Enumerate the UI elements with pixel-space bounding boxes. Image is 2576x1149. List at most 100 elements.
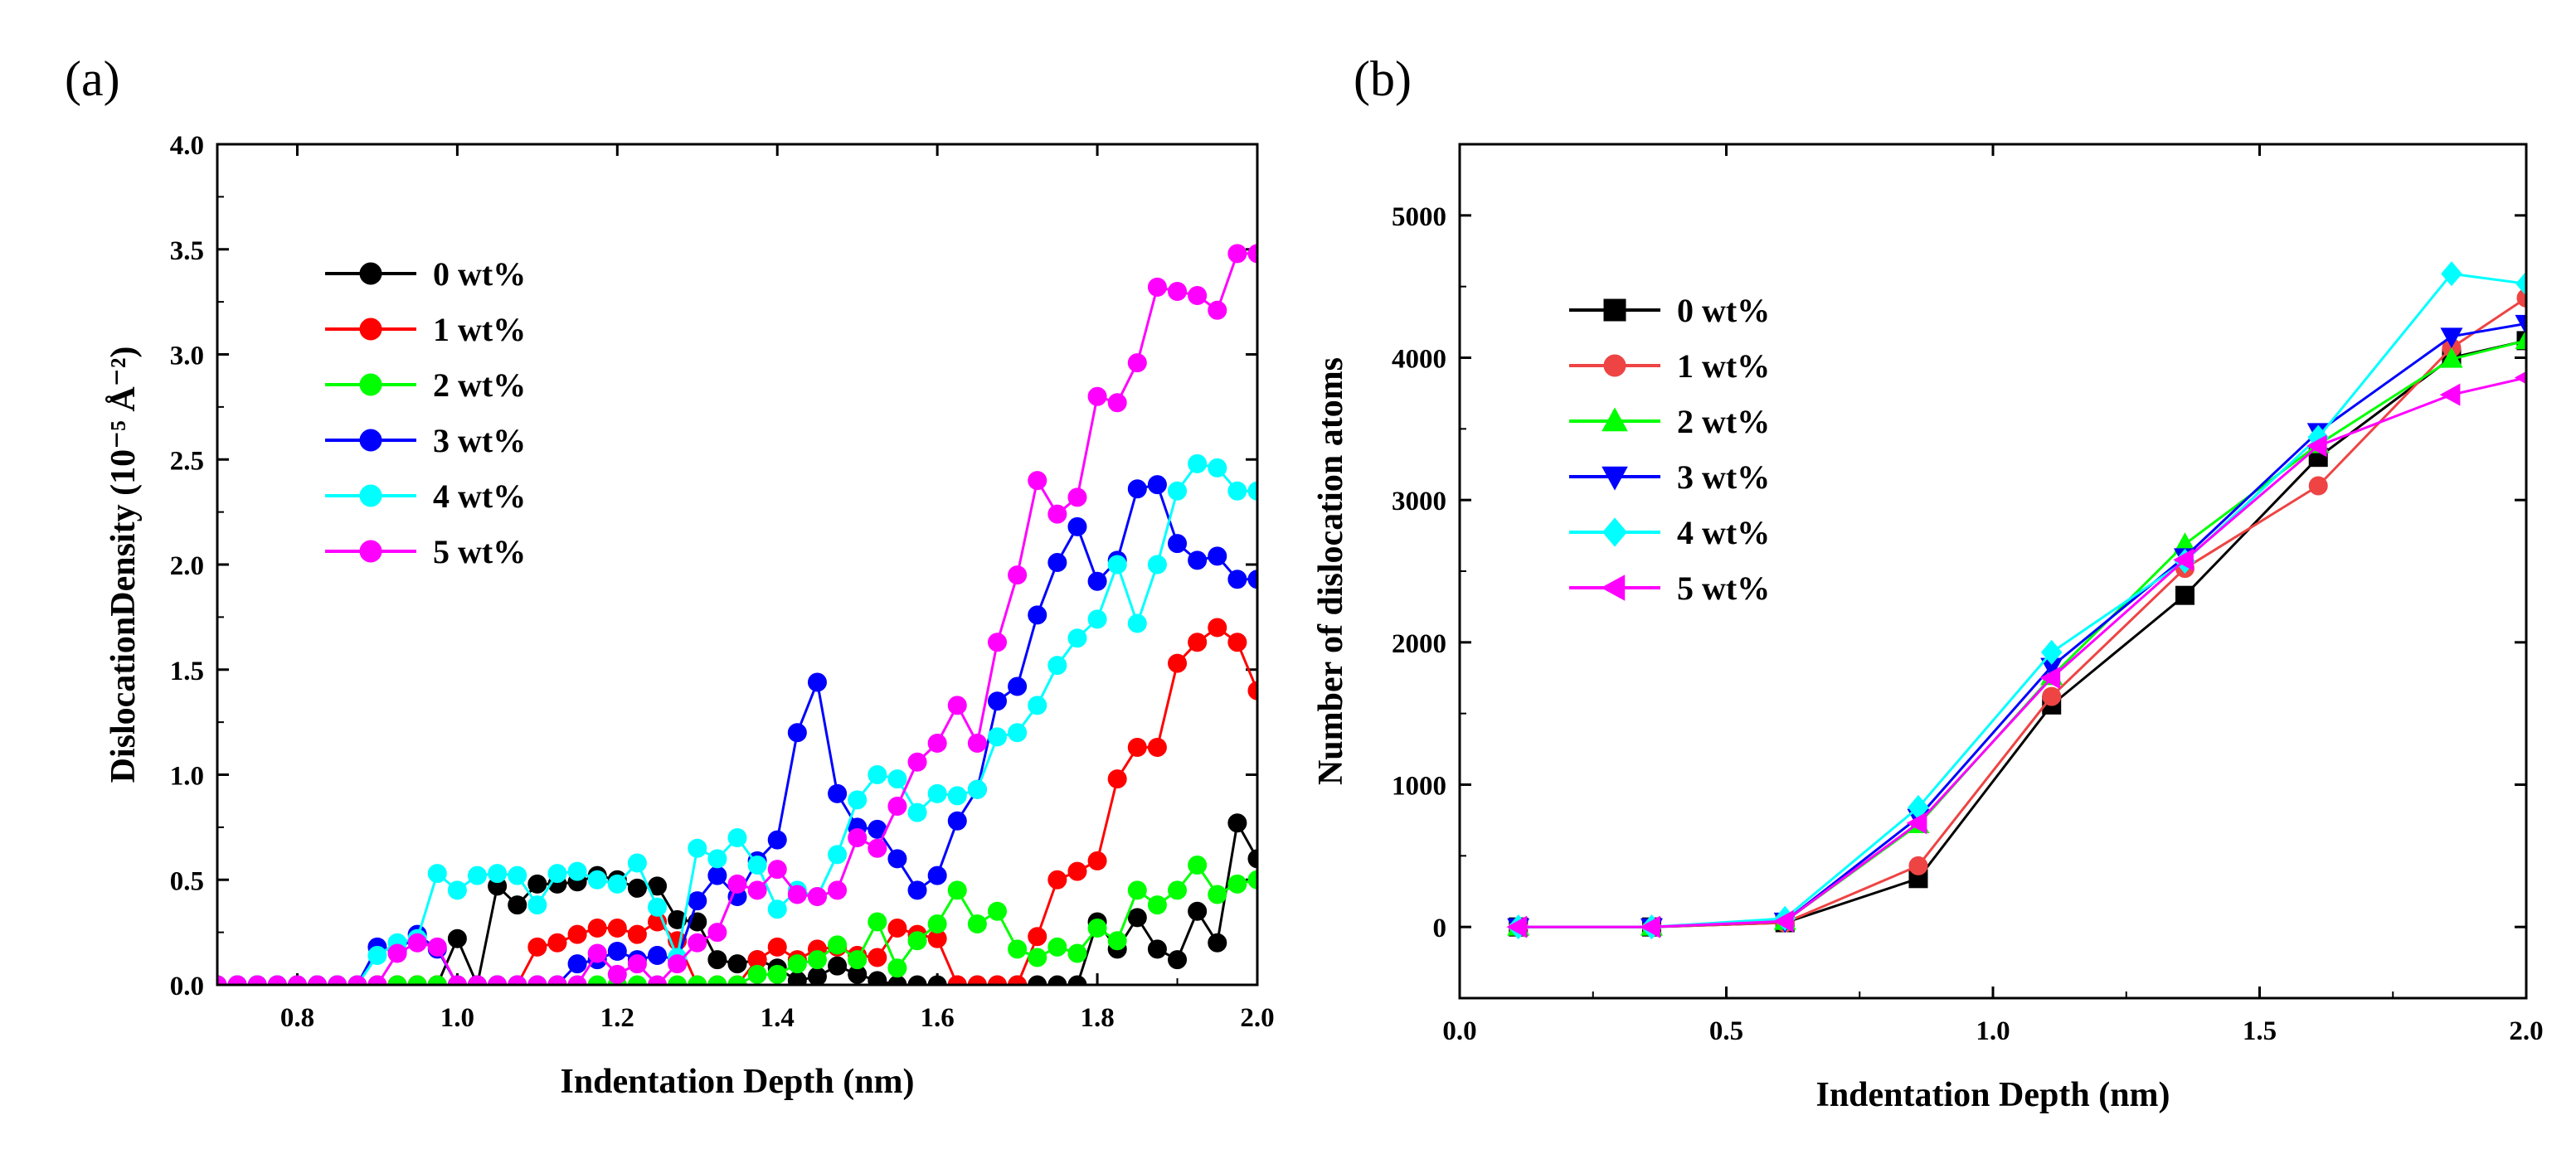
data-point [1127, 738, 1147, 758]
x-axis-title: Indentation Depth (nm) [1815, 1076, 2170, 1114]
data-point [1028, 948, 1047, 967]
data-point [1208, 885, 1227, 904]
data-point [887, 849, 907, 869]
y-tick-label: 2000 [1392, 629, 1446, 659]
legend: 0 wt% 1 wt% 2 wt% 3 wt% 4 wt% 5 wt% [325, 255, 526, 570]
data-point [567, 861, 587, 881]
data-point [688, 975, 707, 985]
data-point [527, 874, 547, 894]
data-point [267, 975, 287, 985]
data-point [868, 971, 887, 985]
data-point [1127, 908, 1147, 928]
data-point [427, 864, 447, 884]
data-point [648, 946, 668, 966]
legend-label: 4 wt% [1677, 514, 1770, 551]
data-point [1008, 975, 1028, 985]
data-point [1008, 723, 1028, 743]
data-point [348, 975, 367, 985]
data-point [447, 975, 467, 985]
data-point [508, 865, 527, 885]
data-point [468, 975, 487, 985]
data-point [828, 845, 848, 865]
data-point [947, 811, 967, 831]
data-point [828, 880, 848, 900]
data-point [308, 975, 328, 985]
x-tick-label: 1.2 [600, 1003, 634, 1033]
data-point [227, 975, 247, 985]
data-point [1008, 939, 1028, 959]
data-point [1087, 386, 1107, 406]
data-point [607, 919, 627, 938]
data-point [907, 931, 927, 951]
data-point [547, 933, 567, 953]
data-point [1147, 738, 1167, 758]
data-point [2308, 476, 2328, 496]
data-point [1047, 504, 1067, 524]
data-point [607, 874, 627, 894]
data-point [828, 783, 848, 803]
data-point [1127, 353, 1147, 373]
legend-marker [1603, 354, 1626, 377]
data-point [2175, 585, 2194, 605]
y-tick-label: 3000 [1392, 487, 1446, 516]
data-point [1047, 937, 1067, 957]
data-point [1168, 281, 1188, 301]
data-point [1247, 244, 1257, 264]
legend-marker [359, 484, 382, 507]
data-point [727, 954, 747, 974]
data-point [567, 975, 587, 985]
data-point [1208, 618, 1227, 638]
data-point [527, 895, 547, 915]
legend-label: 1 wt% [1677, 347, 1770, 385]
data-point [1028, 605, 1047, 625]
data-point [1047, 656, 1067, 676]
series-group [1506, 261, 2526, 940]
data-point [1208, 300, 1227, 320]
data-point [547, 864, 567, 884]
data-point [407, 975, 427, 985]
data-point [1067, 628, 1087, 648]
legend-label: 1 wt% [433, 311, 526, 348]
data-point [1227, 481, 1247, 501]
data-point [627, 954, 647, 974]
data-point [967, 914, 987, 933]
data-point [767, 860, 787, 880]
data-point [587, 943, 607, 963]
data-point [1028, 975, 1047, 985]
data-point [848, 828, 868, 848]
data-point [1147, 555, 1167, 574]
data-point [2173, 548, 2194, 571]
data-point [767, 899, 787, 919]
y-tick-label: 0.0 [170, 972, 204, 1001]
data-point [707, 923, 727, 943]
data-point [787, 954, 807, 974]
data-point [848, 950, 868, 970]
y-tick-label: 4.0 [170, 131, 204, 161]
data-point [1168, 481, 1188, 501]
data-point [1067, 975, 1087, 985]
data-point [927, 783, 947, 803]
data-point [1047, 870, 1067, 890]
data-point [2440, 347, 2463, 368]
data-point [707, 950, 727, 970]
data-point [688, 838, 707, 858]
panel-label: (a) [65, 51, 120, 106]
data-point [1127, 613, 1147, 633]
legend-marker [359, 429, 382, 452]
data-point [387, 975, 407, 985]
panel-label: (b) [1354, 51, 1412, 106]
data-point [1188, 286, 1208, 306]
data-point [927, 975, 947, 985]
y-tick-label: 4000 [1392, 345, 1446, 375]
data-point [1147, 475, 1167, 495]
x-axis-title: Indentation Depth (nm) [560, 1063, 914, 1101]
data-point [1127, 880, 1147, 900]
data-point [1227, 633, 1247, 652]
data-point [1227, 570, 1247, 589]
y-tick-label: 0.5 [170, 866, 204, 896]
x-tick-label: 2.0 [1240, 1003, 1274, 1033]
y-tick-label: 1000 [1392, 772, 1446, 802]
data-point [1087, 919, 1107, 938]
data-point [1067, 487, 1087, 507]
